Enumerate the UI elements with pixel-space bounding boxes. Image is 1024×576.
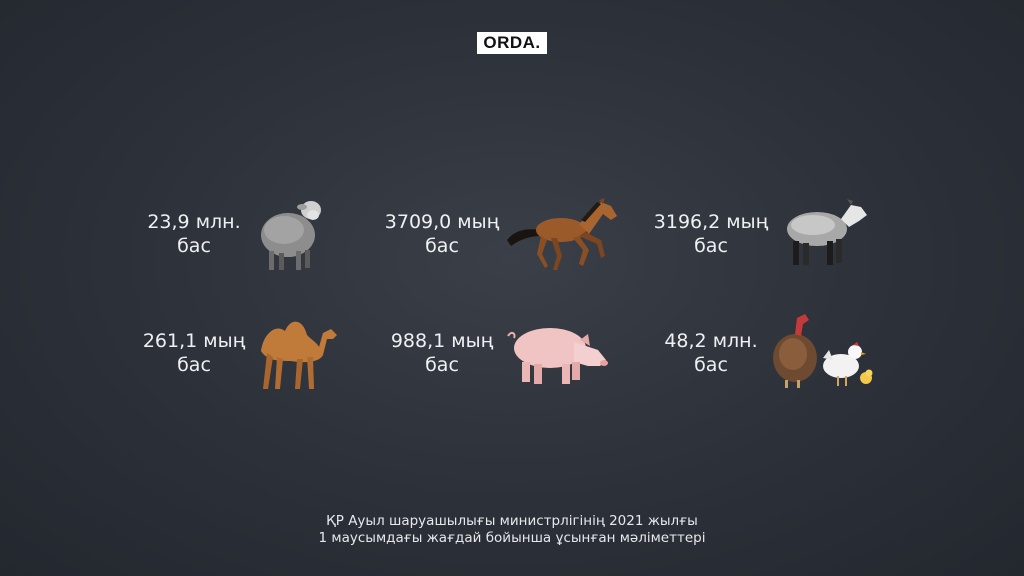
caption-line-1: ҚР Ауыл шаруашылығы министрлігінің 2021 … (326, 513, 698, 529)
goat-icon (787, 199, 867, 265)
sheep-unit: бас (177, 235, 211, 257)
pig-icon (507, 328, 608, 384)
camel-value: 261,1 мың (142, 330, 246, 352)
camel-unit: бас (177, 354, 211, 376)
poultry-unit: бас (694, 354, 728, 376)
orda-logo: ORDA. (477, 32, 547, 54)
caption-line-2: 1 маусымдағы жағдай бойынша ұсынған мәлі… (318, 530, 706, 546)
poultry-value: 48,2 млн. (664, 330, 758, 352)
goat-value: 3196,2 мың (653, 211, 769, 233)
horse-icon (507, 198, 617, 270)
source-caption: ҚР Ауыл шаруашылығы министрлігінің 2021 … (212, 513, 812, 547)
horse-unit: бас (425, 235, 459, 257)
camel-stat: 261,1 мың бас (129, 329, 259, 377)
goat-unit: бас (694, 235, 728, 257)
horse-value: 3709,0 мың (384, 211, 500, 233)
poultry-stat: 48,2 млн. бас (646, 329, 776, 377)
pig-value: 988,1 мың (390, 330, 494, 352)
pig-unit: бас (425, 354, 459, 376)
sheep-icon (261, 201, 321, 270)
horse-stat: 3709,0 мың бас (377, 210, 507, 258)
pig-stat: 988,1 мың бас (377, 329, 507, 377)
sheep-value: 23,9 млн. (147, 211, 241, 233)
sheep-stat: 23,9 млн. бас (129, 210, 259, 258)
camel-icon (261, 321, 337, 389)
poultry-icon (773, 314, 873, 388)
goat-stat: 3196,2 мың бас (646, 210, 776, 258)
